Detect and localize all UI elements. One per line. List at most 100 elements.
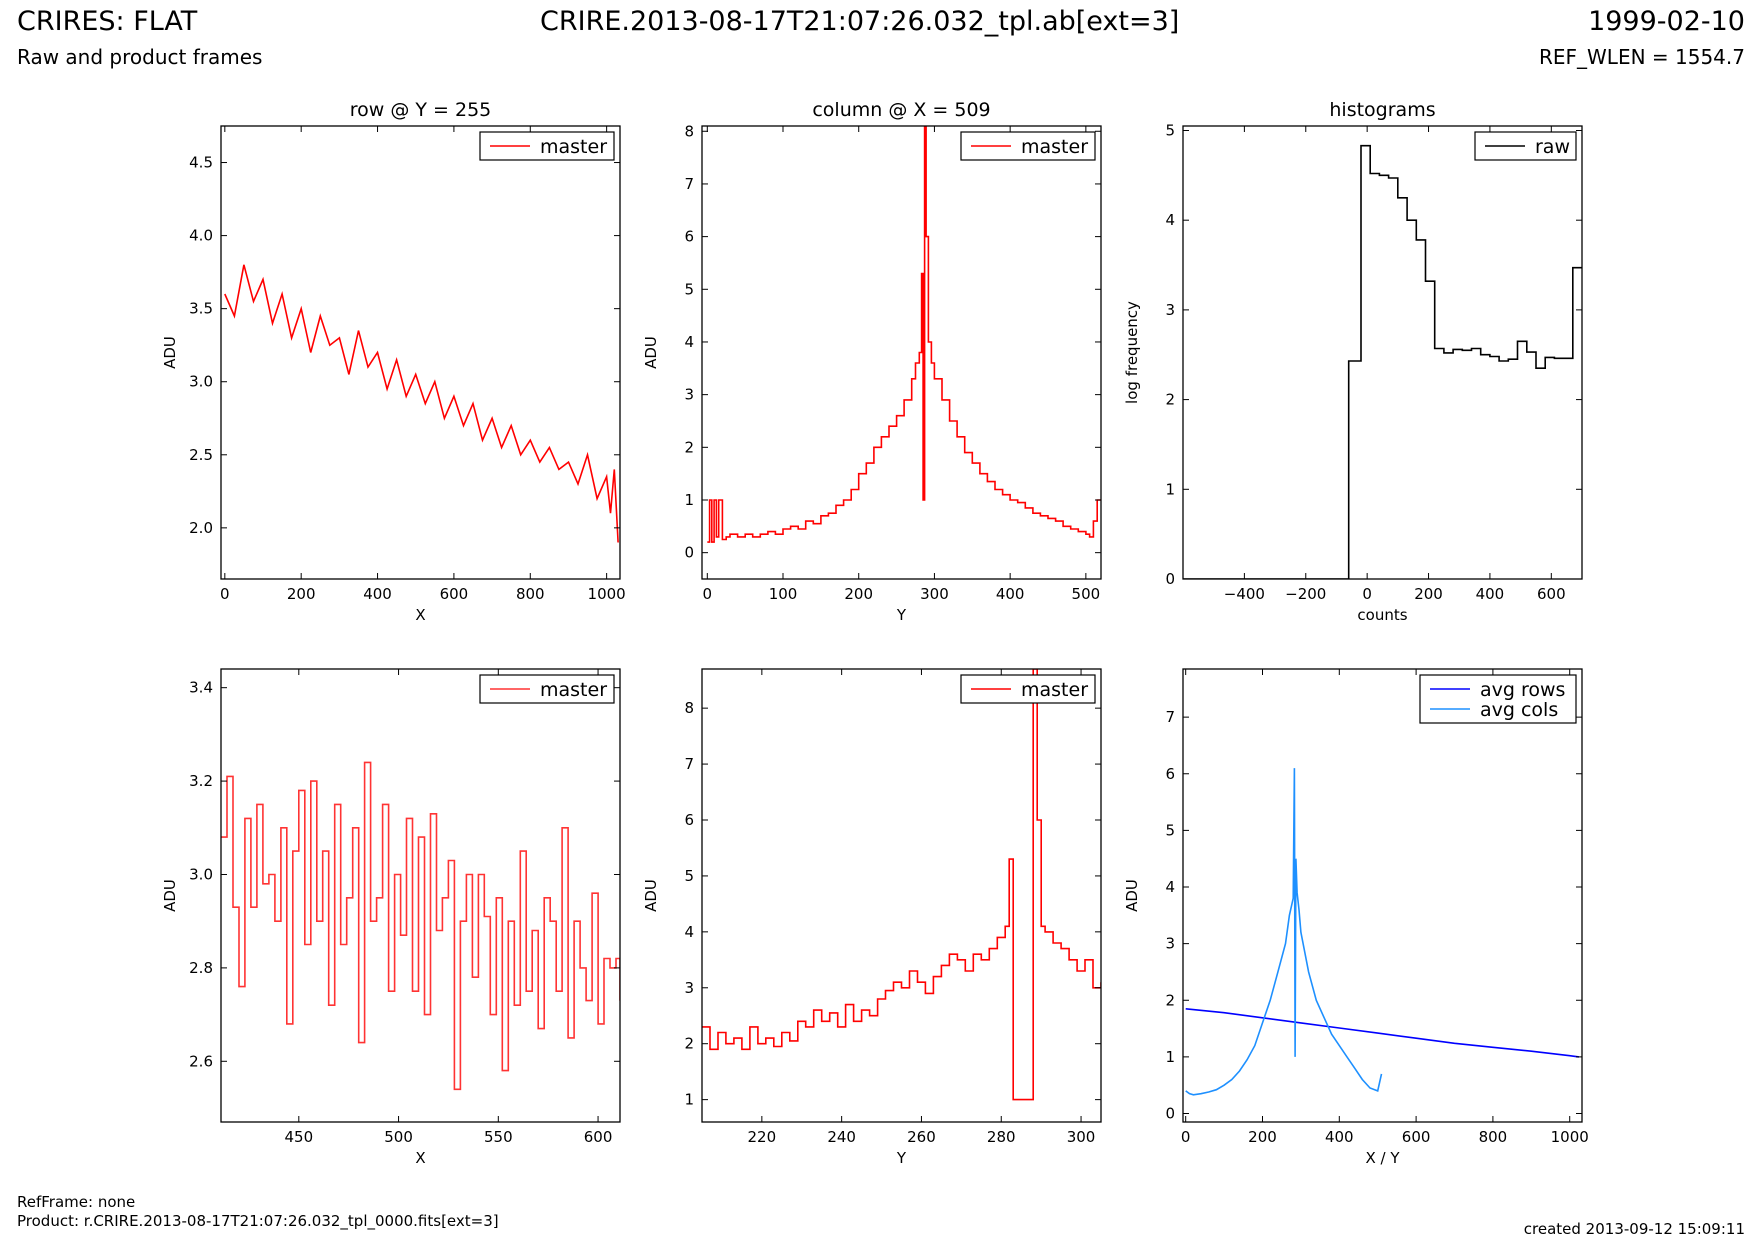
x-tick-label: 300: [1067, 1128, 1096, 1146]
x-tick-label: 0: [1362, 585, 1372, 603]
y-tick-label: 5: [684, 867, 694, 885]
y-tick-label: 8: [684, 122, 694, 140]
x-tick-label: 450: [284, 1128, 313, 1146]
product-note: Product: r.CRIRE.2013-08-17T21:07:26.032…: [17, 1212, 499, 1230]
legend-box: [1419, 674, 1577, 724]
series-line-raw: [1183, 144, 1582, 579]
y-tick-label: 2.8: [189, 959, 213, 977]
y-tick-label: 2.6: [189, 1052, 213, 1070]
y-axis-label: ADU: [642, 879, 660, 912]
x-tick-label: 400: [363, 585, 392, 603]
x-tick-label: 240: [827, 1128, 856, 1146]
y-tick-label: 1: [1165, 480, 1175, 498]
x-axis-label: X: [415, 606, 425, 624]
x-tick-label: 200: [287, 585, 316, 603]
y-tick-label: 4: [1165, 211, 1175, 229]
y-tick-label: 3: [684, 386, 694, 404]
y-tick-label: 2: [684, 1035, 694, 1053]
plot-frame: [701, 125, 1102, 580]
x-axis-label: Y: [896, 1149, 907, 1167]
x-tick-label: 600: [1537, 585, 1566, 603]
chart-p4: 450 500 550 600 2.6 2.8 3.0 3.2 3.4 X ADU master: [161, 668, 621, 1167]
series-line-master: [221, 761, 620, 1091]
y-tick-label: 2: [1165, 391, 1175, 409]
y-tick-label: 3: [1165, 301, 1175, 319]
series-line-master: [702, 669, 1101, 1101]
x-tick-label: 400: [1476, 585, 1505, 603]
y-tick-label: 3: [684, 979, 694, 997]
x-tick-label: 300: [920, 585, 949, 603]
y-tick-label: 3.0: [189, 865, 213, 883]
legend-label: master: [540, 136, 607, 158]
y-tick-label: 3.0: [189, 373, 213, 391]
x-tick-label: 600: [584, 1128, 613, 1146]
x-tick-label: 1000: [1551, 1128, 1589, 1146]
created-note: created 2013-09-12 15:09:11: [1523, 1220, 1745, 1238]
y-tick-label: 6: [684, 228, 694, 246]
ref-wlen-subtitle: REF_WLEN = 1554.7: [1538, 45, 1745, 69]
x-axis-label: X / Y: [1365, 1149, 1400, 1167]
legend-label: avg rows: [1480, 679, 1565, 701]
y-tick-label: 3.4: [189, 679, 213, 697]
plot-frame: [220, 125, 621, 580]
file-name-title: CRIRE.2013-08-17T21:07:26.032_tpl.ab[ext…: [540, 6, 1180, 37]
y-tick-label: 4: [684, 923, 694, 941]
y-tick-label: 1: [684, 1091, 694, 1109]
x-tick-label: 400: [1325, 1128, 1354, 1146]
chart-title: histograms: [1329, 99, 1435, 121]
x-tick-label: 200: [1414, 585, 1443, 603]
x-tick-label: 550: [484, 1128, 513, 1146]
x-tick-label: 100: [769, 585, 798, 603]
y-tick-label: 0: [1165, 570, 1175, 588]
x-tick-label: 800: [1479, 1128, 1508, 1146]
y-tick-label: 3: [1165, 935, 1175, 953]
x-tick-label: 260: [907, 1128, 936, 1146]
legend-label: master: [540, 679, 607, 701]
y-tick-label: 1: [1165, 1048, 1175, 1066]
x-tick-label: 400: [996, 585, 1025, 603]
x-tick-label: 500: [384, 1128, 413, 1146]
y-tick-label: 2: [1165, 991, 1175, 1009]
x-tick-label: 200: [844, 585, 873, 603]
y-tick-label: 4.5: [189, 154, 213, 172]
x-tick-label: 0: [1181, 1128, 1191, 1146]
x-tick-label: 500: [1072, 585, 1101, 603]
y-tick-label: 5: [1165, 121, 1175, 139]
y-tick-label: 6: [1165, 765, 1175, 783]
legend-label: master: [1021, 679, 1088, 701]
y-tick-label: 7: [684, 755, 694, 773]
legend-box: [479, 674, 615, 704]
plot-frame: [220, 668, 621, 1123]
legend-label: raw: [1535, 136, 1570, 158]
y-tick-label: 4.0: [189, 227, 213, 245]
plot-frame: [1182, 668, 1583, 1123]
y-tick-label: 3.5: [189, 300, 213, 318]
y-tick-label: 0: [1165, 1105, 1175, 1123]
legend-label: master: [1021, 136, 1088, 158]
x-tick-label: 200: [1248, 1128, 1277, 1146]
y-tick-label: 2: [684, 438, 694, 456]
plot-frame: [1182, 125, 1583, 580]
y-axis-label: ADU: [161, 336, 179, 369]
y-tick-label: 5: [684, 280, 694, 298]
x-tick-label: −400: [1224, 585, 1265, 603]
date-title: 1999-02-10: [1588, 6, 1745, 37]
x-axis-label: X: [415, 1149, 425, 1167]
chart-p5: 220 240 260 280 300 1 2 3 4 5 6 7 8 Y ADU master: [642, 668, 1102, 1167]
series-line-avg-rows: [1185, 1008, 1580, 1058]
y-tick-label: 1: [684, 491, 694, 509]
x-axis-label: Y: [896, 606, 907, 624]
y-axis-label: ADU: [1123, 879, 1141, 912]
x-tick-label: 1000: [588, 585, 626, 603]
x-tick-label: −200: [1285, 585, 1326, 603]
plot-frame: [701, 668, 1102, 1123]
y-tick-label: 2.5: [189, 446, 213, 464]
chart-p3: −400 −200 0 200 400 600 0 1 2 3 4 5 histograms counts…: [1123, 99, 1583, 624]
y-tick-label: 4: [1165, 878, 1175, 896]
y-tick-label: 2.0: [189, 519, 213, 537]
y-tick-label: 0: [684, 544, 694, 562]
chart-title: row @ Y = 255: [350, 99, 492, 121]
y-tick-label: 7: [1165, 708, 1175, 726]
legend-label: avg cols: [1480, 699, 1558, 721]
